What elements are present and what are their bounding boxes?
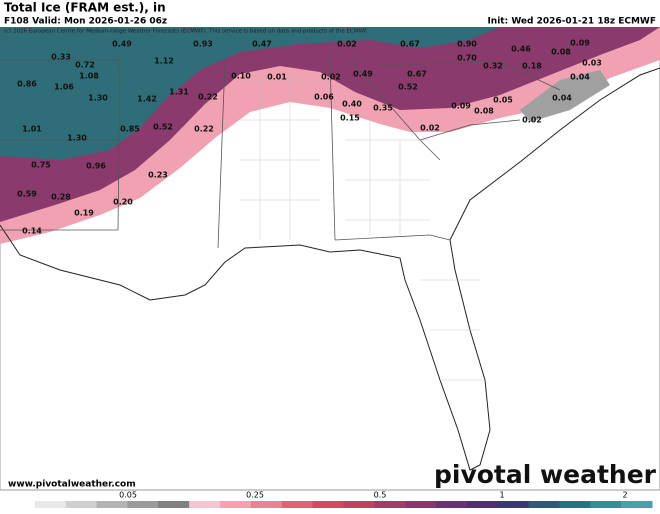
point-label: 0.09 — [570, 39, 590, 48]
colorbar-label: 0.5 — [374, 491, 387, 500]
point-label: 0.46 — [511, 45, 531, 54]
point-label: 1.30 — [88, 94, 108, 103]
point-label: 0.04 — [552, 94, 572, 103]
ice-heavy — [0, 27, 500, 160]
colorbar-swatch — [621, 501, 653, 508]
point-label: 1.30 — [67, 134, 87, 143]
point-label: 0.75 — [31, 161, 51, 170]
colorbar-swatch — [220, 501, 252, 508]
point-label: 0.08 — [551, 48, 571, 57]
colorbar-swatch — [65, 501, 98, 508]
point-label: 0.40 — [342, 100, 362, 109]
point-label: 0.05 — [493, 96, 513, 105]
point-label: 0.47 — [252, 40, 272, 49]
point-label: 0.52 — [153, 123, 173, 132]
colorbar-swatch — [96, 501, 128, 508]
colorbar-swatch — [590, 501, 622, 508]
point-label: 0.85 — [120, 125, 140, 134]
point-label: 0.14 — [22, 227, 42, 236]
point-label: 0.67 — [400, 40, 420, 49]
point-label: 0.96 — [86, 162, 106, 171]
init-time: Init: Wed 2026-01-21 18z ECMWF — [487, 17, 656, 27]
point-label: 0.28 — [51, 193, 71, 202]
point-label: 0.15 — [340, 114, 360, 123]
colorbar-swatch — [343, 501, 375, 508]
colorbar-label: 0.25 — [246, 491, 264, 500]
colorbar-swatch — [466, 501, 499, 508]
county-lines — [240, 70, 485, 381]
point-label: 1.31 — [169, 88, 189, 97]
map: 0.49 0.93 0.47 0.02 0.67 0.90 0.46 0.09 0.33 1.12… — [0, 26, 660, 491]
logo: pivotal weather — [434, 460, 657, 489]
point-label: 0.01 — [267, 73, 287, 82]
point-label: 0.32 — [483, 62, 503, 71]
colorbar-swatch — [250, 501, 283, 508]
colorbar-swatch — [281, 501, 314, 508]
point-label: 0.72 — [75, 61, 95, 70]
colorbar-swatch — [374, 501, 406, 508]
colorbar-swatch — [559, 501, 591, 508]
point-label: 0.09 — [451, 102, 471, 111]
point-label: 0.03 — [582, 59, 602, 68]
colorbar-swatch — [189, 501, 221, 508]
point-label: 0.18 — [522, 62, 542, 71]
colorbar-label: 0.05 — [119, 491, 137, 500]
website: www.pivotalweather.com — [8, 480, 136, 490]
colorbar-label: 2 — [622, 491, 627, 500]
colorbar-label: 1 — [499, 491, 504, 500]
point-label: 0.93 — [193, 40, 213, 49]
point-label: 1.42 — [137, 95, 157, 104]
ice-trace — [520, 70, 610, 122]
point-label: 0.08 — [474, 107, 494, 116]
point-label: 0.70 — [457, 54, 477, 63]
point-label: 1.08 — [79, 72, 99, 81]
point-label: 0.49 — [353, 70, 373, 79]
colorbar-swatch — [405, 501, 437, 508]
point-label: 0.19 — [74, 209, 94, 218]
point-label: 0.02 — [321, 73, 341, 82]
valid-time: F108 Valid: Mon 2026-01-26 06z — [4, 17, 167, 27]
colorbar-swatch — [158, 501, 190, 508]
point-label: 0.49 — [112, 40, 132, 49]
title: Total Ice (FRAM est.), in — [4, 1, 166, 15]
colorbar-swatch — [34, 501, 67, 508]
point-label: 1.01 — [22, 125, 42, 134]
colorbar-swatch — [528, 501, 560, 508]
colorbar-swatch — [127, 501, 159, 508]
point-label: 0.59 — [17, 190, 37, 199]
point-label: 1.06 — [54, 83, 74, 92]
point-label: 0.35 — [373, 104, 393, 113]
colorbar-swatch — [312, 501, 344, 508]
point-label: 0.33 — [51, 53, 71, 62]
point-label: 0.04 — [570, 73, 590, 82]
point-label: 0.22 — [194, 125, 214, 134]
point-label: 0.20 — [113, 198, 133, 207]
point-label: 0.67 — [407, 70, 427, 79]
colorbar-swatch — [436, 501, 468, 508]
point-labels: 0.49 0.93 0.47 0.02 0.67 0.90 0.46 0.09 0.33 1.12… — [17, 39, 602, 236]
point-label: 0.86 — [17, 80, 37, 89]
colorbar-swatch — [497, 501, 530, 508]
point-label: 0.06 — [314, 93, 334, 102]
credit: (c) 2026 European Centre for Medium-rang… — [4, 29, 368, 35]
point-label: 0.90 — [457, 40, 477, 49]
point-label: 0.02 — [337, 40, 357, 49]
point-label: 0.02 — [522, 116, 542, 125]
colorbar-swatch — [4, 501, 36, 508]
coastline — [149, 67, 660, 471]
point-label: 0.52 — [398, 83, 418, 92]
coastline — [0, 224, 151, 301]
point-label: 1.12 — [154, 57, 174, 66]
point-label: 0.22 — [198, 93, 218, 102]
point-label: 0.10 — [231, 72, 251, 81]
header-bg — [0, 0, 660, 27]
point-label: 0.02 — [420, 124, 440, 133]
colorbar: 0.05 0.25 0.5 1 2 — [4, 491, 653, 508]
point-label: 0.23 — [148, 171, 168, 180]
